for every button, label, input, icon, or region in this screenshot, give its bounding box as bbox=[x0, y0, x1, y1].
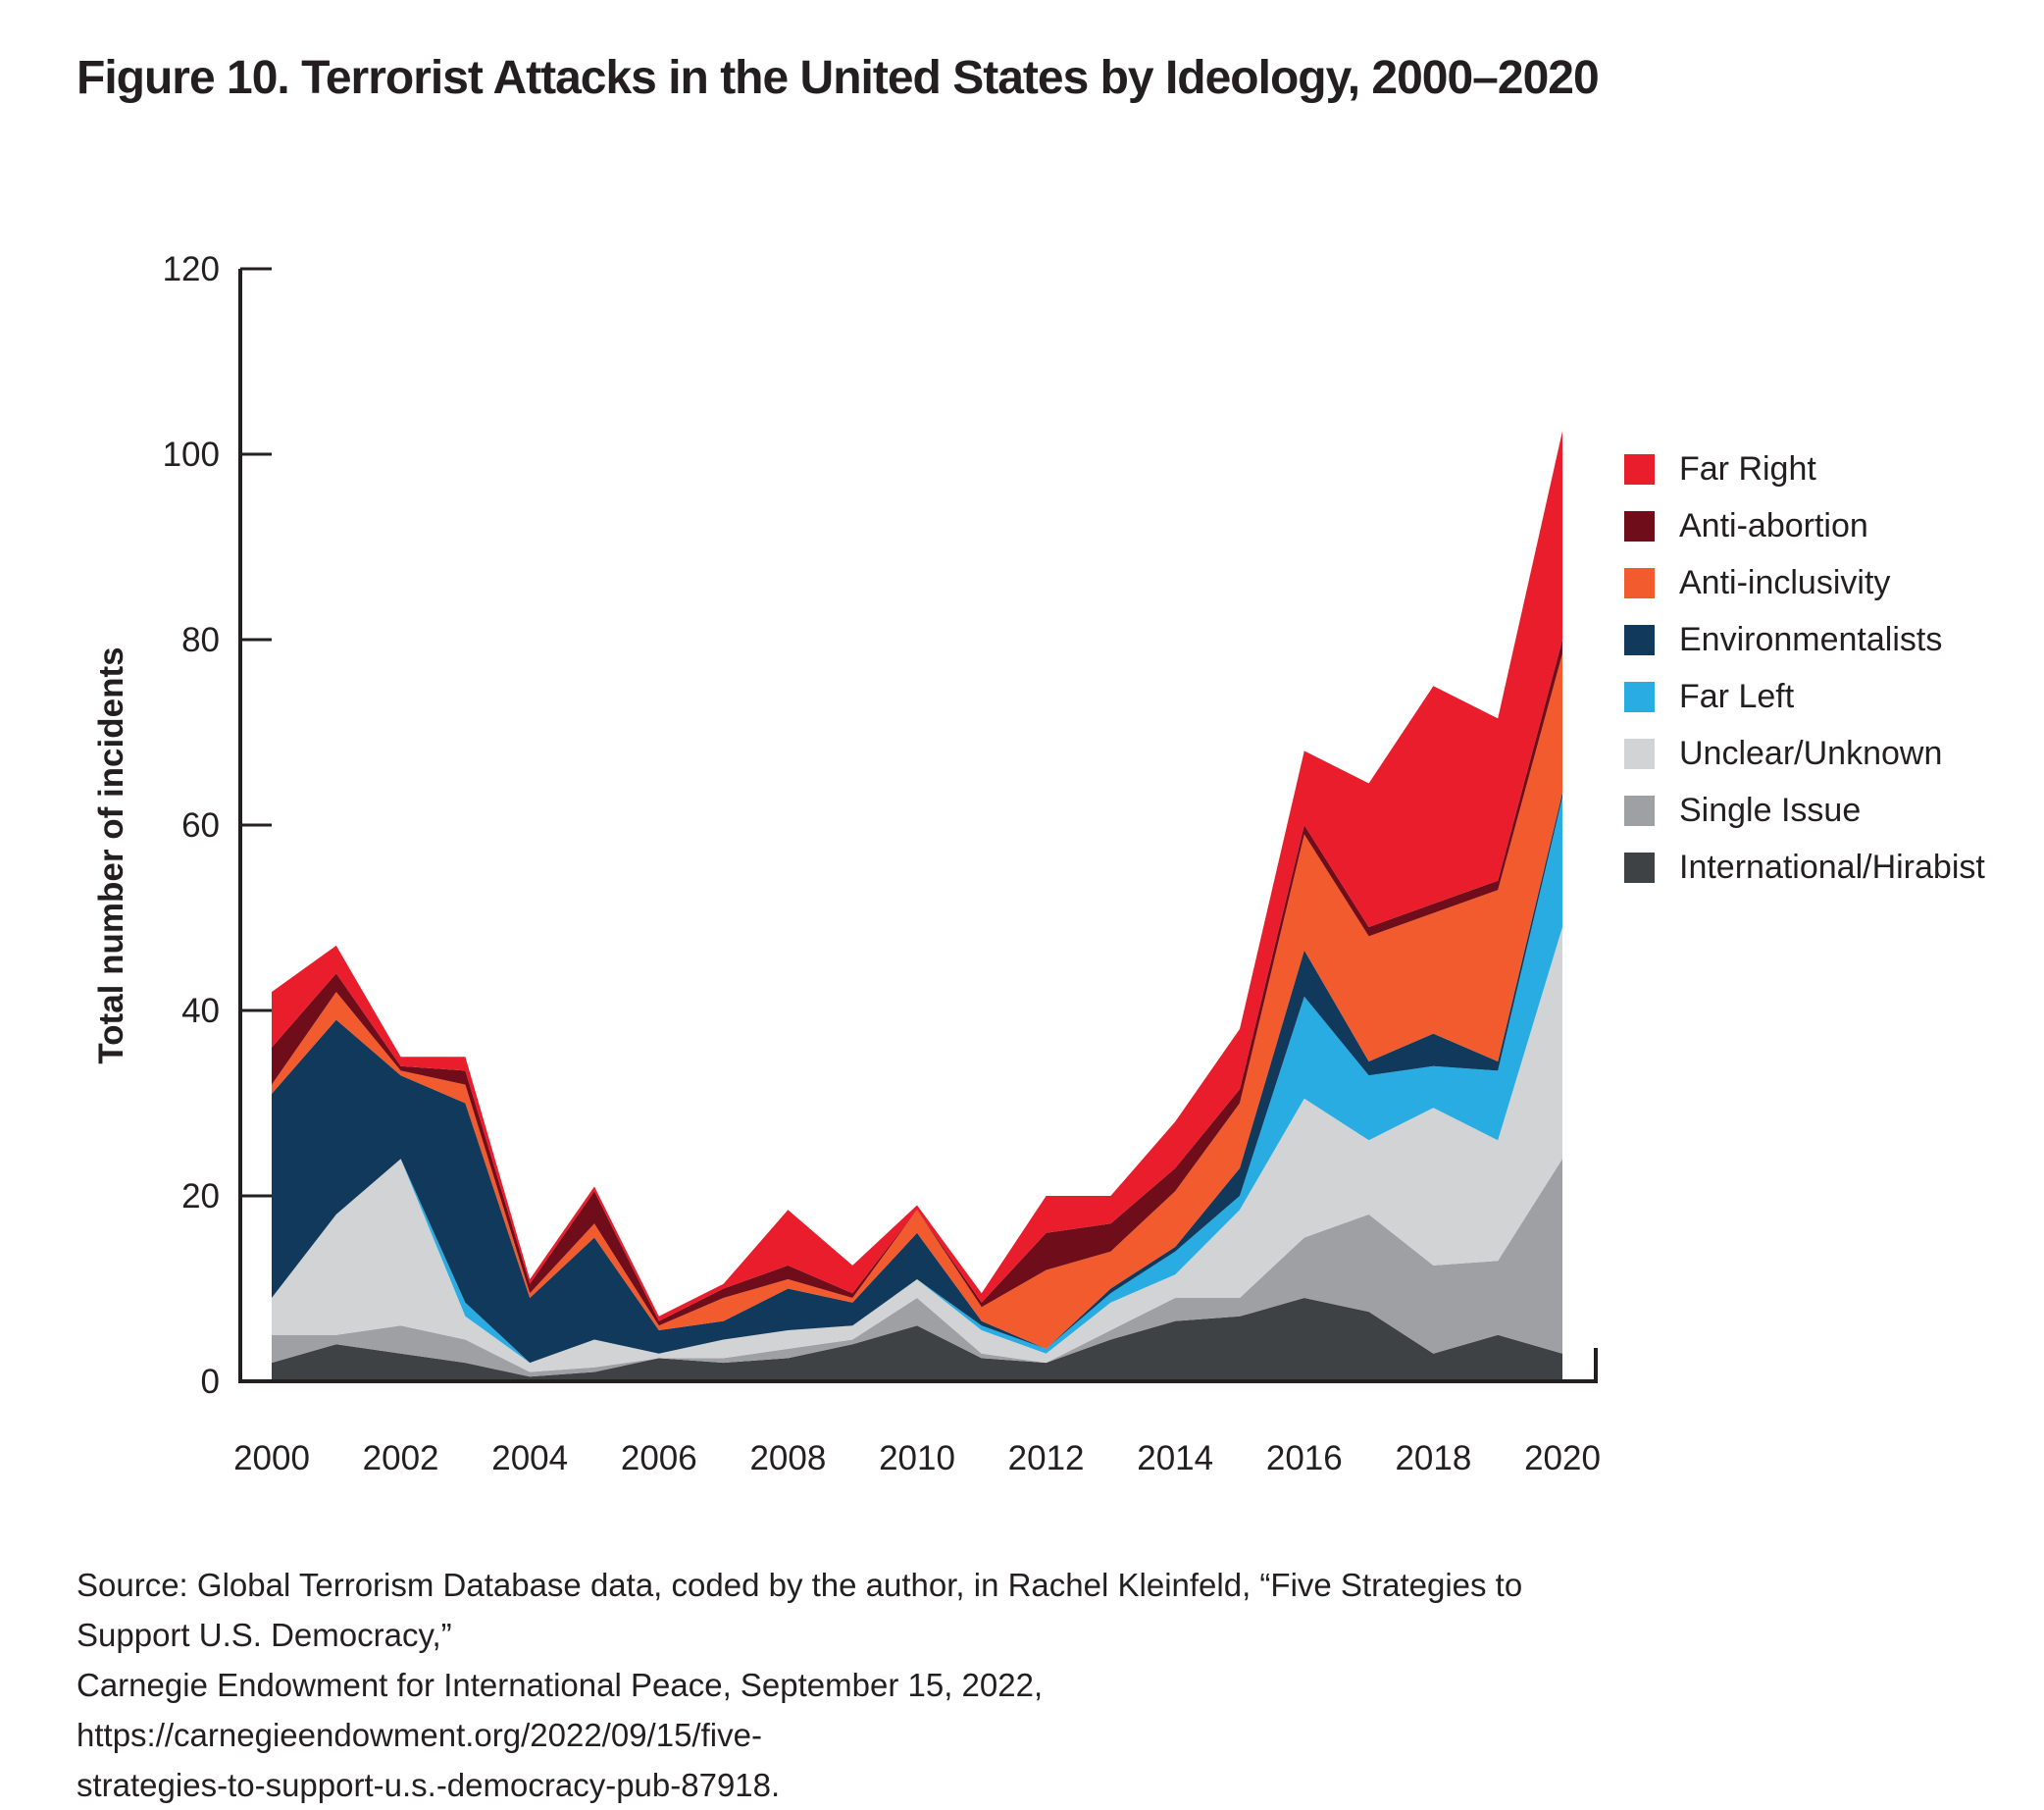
area-unclear-unknown bbox=[272, 927, 1562, 1372]
y-tick-label-120: 120 bbox=[163, 250, 220, 288]
stacked-area-chart: 0 20 40 60 80 100 120 2000 2002 2004 2006 2008 2010 2… bbox=[163, 250, 1601, 1477]
legend-label-international-hirabist: International/Hirabist bbox=[1679, 849, 1985, 886]
source-line: Carnegie Endowment for International Pea… bbox=[77, 1667, 1044, 1753]
legend-label-far-left: Far Left bbox=[1679, 678, 1795, 715]
source-line: Source: Global Terrorism Database data, … bbox=[77, 1567, 1523, 1653]
legend-item-far-left: Far Left bbox=[1624, 680, 1985, 713]
area-international-hirabist bbox=[272, 1298, 1562, 1381]
chart-legend: Far Right Anti-abortion Anti-inclusivity En… bbox=[1624, 452, 1985, 907]
figure-title: Figure 10. Terrorist Attacks in the Unit… bbox=[77, 52, 1600, 104]
y-tick-label-80: 80 bbox=[181, 621, 220, 659]
legend-label-far-right: Far Right bbox=[1679, 450, 1816, 488]
x-tick-label-2020: 2020 bbox=[1524, 1439, 1601, 1477]
y-tick-label-0: 0 bbox=[201, 1363, 220, 1401]
area-single-issue bbox=[272, 1159, 1562, 1377]
legend-label-anti-abortion: Anti-abortion bbox=[1679, 507, 1868, 544]
legend-item-far-right: Far Right bbox=[1624, 452, 1985, 486]
legend-label-single-issue: Single Issue bbox=[1679, 792, 1862, 829]
x-tick-label-2018: 2018 bbox=[1395, 1439, 1471, 1477]
legend-item-international-hirabist: International/Hirabist bbox=[1624, 851, 1985, 884]
legend-swatch-anti-inclusivity bbox=[1624, 567, 1655, 598]
x-tick-label-2016: 2016 bbox=[1266, 1439, 1343, 1477]
area-far-left bbox=[272, 797, 1562, 1364]
legend-swatch-anti-abortion bbox=[1624, 510, 1655, 542]
y-tick-label-40: 40 bbox=[181, 992, 220, 1030]
x-tick-label-2010: 2010 bbox=[879, 1439, 955, 1477]
legend-swatch-far-right bbox=[1624, 453, 1655, 485]
legend-item-environmentalists: Environmentalists bbox=[1624, 623, 1985, 656]
x-tick-label-2008: 2008 bbox=[749, 1439, 826, 1477]
x-tick-label-2006: 2006 bbox=[621, 1439, 697, 1477]
y-tick-label-20: 20 bbox=[181, 1177, 220, 1215]
y-tick-label-60: 60 bbox=[181, 806, 220, 845]
x-tick-label-2000: 2000 bbox=[233, 1439, 310, 1477]
legend-swatch-single-issue bbox=[1624, 795, 1655, 826]
legend-item-single-issue: Single Issue bbox=[1624, 794, 1985, 827]
legend-swatch-environmentalists bbox=[1624, 624, 1655, 655]
legend-item-unclear-unknown: Unclear/Unknown bbox=[1624, 737, 1985, 770]
legend-label-unclear-unknown: Unclear/Unknown bbox=[1679, 735, 1943, 772]
legend-swatch-unclear-unknown bbox=[1624, 738, 1655, 769]
area-environmentalists bbox=[272, 792, 1562, 1364]
legend-swatch-international-hirabist bbox=[1624, 852, 1655, 883]
legend-swatch-far-left bbox=[1624, 681, 1655, 712]
legend-item-anti-abortion: Anti-abortion bbox=[1624, 509, 1985, 543]
x-tick-label-2004: 2004 bbox=[491, 1439, 568, 1477]
legend-label-environmentalists: Environmentalists bbox=[1679, 621, 1943, 658]
legend-item-anti-inclusivity: Anti-inclusivity bbox=[1624, 566, 1985, 599]
x-tick-label-2014: 2014 bbox=[1137, 1439, 1213, 1477]
legend-label-anti-inclusivity: Anti-inclusivity bbox=[1679, 564, 1891, 601]
x-tick-label-2012: 2012 bbox=[1008, 1439, 1085, 1477]
x-tick-label-2002: 2002 bbox=[363, 1439, 439, 1477]
y-tick-label-100: 100 bbox=[163, 436, 220, 474]
source-citation: Source: Global Terrorism Database data, … bbox=[77, 1560, 1607, 1810]
